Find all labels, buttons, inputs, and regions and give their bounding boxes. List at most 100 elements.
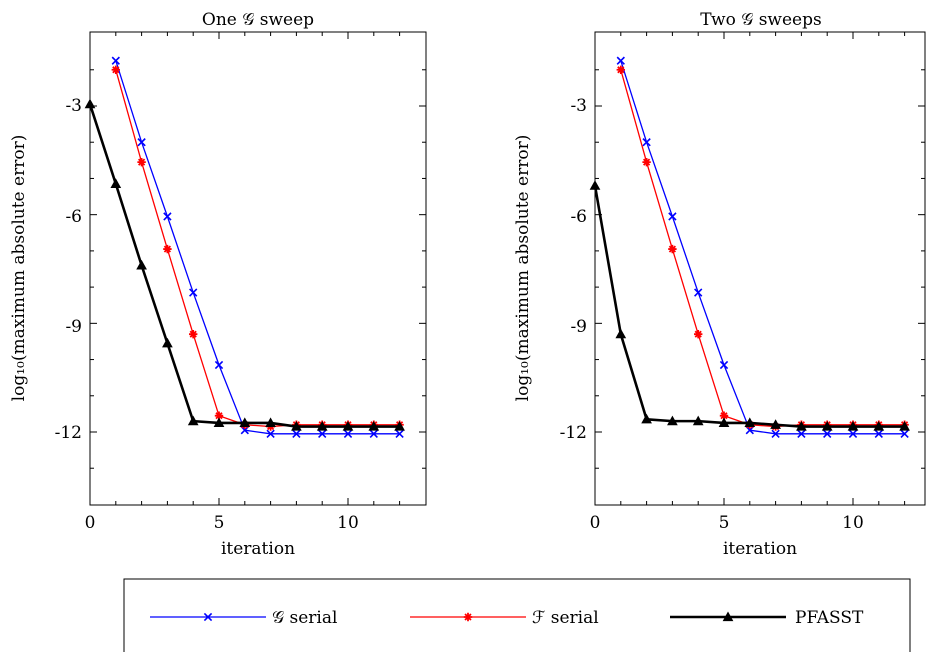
series-point-marker <box>342 421 354 431</box>
ytick-label: -9 <box>65 317 82 337</box>
series-point-marker <box>463 612 473 622</box>
series-point-marker <box>162 337 173 348</box>
panel-left-frame <box>89 31 427 506</box>
series-point-marker <box>694 288 703 297</box>
ytick-label: -6 <box>570 207 587 227</box>
legend-marker <box>463 612 473 622</box>
series-point-marker <box>84 98 96 109</box>
series-line <box>88 103 400 428</box>
series-point-marker <box>203 612 213 622</box>
series-point-marker <box>137 138 146 147</box>
ytick-label: -3 <box>570 96 587 116</box>
xtick-label: 10 <box>842 513 864 533</box>
series-pfasst <box>589 180 910 431</box>
panel-left-plot <box>84 56 405 438</box>
series-point-marker <box>667 415 678 426</box>
series-point-marker <box>796 421 807 431</box>
series-point-marker <box>797 429 806 438</box>
series-point-marker <box>111 56 120 65</box>
series-point-marker <box>874 429 883 438</box>
series-point-marker <box>369 429 378 438</box>
series-point-marker <box>722 611 734 622</box>
panel-right-plot <box>589 56 910 438</box>
panel-right-xticklabels: 0 5 10 <box>590 513 864 533</box>
legend-label: ℱ serial <box>532 608 599 628</box>
series-point-marker <box>642 157 651 167</box>
series-point-marker <box>823 429 832 438</box>
panel-right-ticks <box>594 32 925 505</box>
legend-frame <box>123 578 911 652</box>
series-line <box>620 69 905 428</box>
x-axis-label: iteration <box>723 539 797 559</box>
legend-entry-pfasst: PFASST <box>670 608 864 628</box>
series-point-marker <box>318 429 327 438</box>
series-point-marker <box>394 421 405 431</box>
series-line <box>115 69 400 428</box>
series-point-marker <box>668 212 677 221</box>
series-point-marker <box>616 56 625 65</box>
ytick-label: -12 <box>560 423 587 443</box>
series-point-marker <box>899 421 910 431</box>
series-serial <box>616 56 909 438</box>
series-point-marker <box>900 429 909 438</box>
ytick-label: -6 <box>65 207 82 227</box>
series-point-marker <box>718 417 730 428</box>
panel-right-title: Two 𝒢 sweeps <box>700 10 821 30</box>
series-serial <box>111 65 404 431</box>
series-point-marker <box>719 411 729 420</box>
panel-left-title: One 𝒢 sweep <box>202 10 314 30</box>
series-point-marker <box>641 413 652 424</box>
series-point-marker <box>821 421 833 431</box>
series-point-marker <box>163 212 172 221</box>
series-point-marker <box>110 178 122 188</box>
panel-left-xticklabels: 0 5 10 <box>85 513 359 533</box>
ytick-label: -3 <box>65 96 82 116</box>
series-point-marker <box>771 429 780 438</box>
panel-left-ticks <box>89 32 426 505</box>
legend-label: PFASST <box>795 608 864 628</box>
panel-left-yticklabels: -3 -6 -9 -12 <box>55 96 82 443</box>
series-point-marker <box>343 429 353 438</box>
series-point-marker <box>589 180 601 190</box>
legend-entry-g-serial: 𝒢 serial <box>150 608 337 628</box>
series-point-marker <box>316 421 328 431</box>
series-point-marker <box>189 330 198 339</box>
panel-right-yticklabels: -3 -6 -9 -12 <box>560 96 587 443</box>
series-point-marker <box>668 244 677 254</box>
series-point-marker <box>395 429 404 438</box>
series-serial <box>616 65 909 431</box>
series-line <box>115 60 400 435</box>
y-axis-label: log₁₀(maximum absolute error) <box>9 135 29 402</box>
series-point-marker <box>163 244 172 254</box>
series-point-marker <box>694 330 703 339</box>
series-point-marker <box>642 138 651 147</box>
series-point-marker <box>265 417 276 428</box>
legend-marker <box>203 612 213 622</box>
panel-right-frame <box>594 31 926 506</box>
xtick-label: 10 <box>337 513 359 533</box>
series-point-marker <box>847 421 859 431</box>
y-axis-label: log₁₀(maximum absolute error) <box>513 135 533 402</box>
xtick-label: 5 <box>719 513 730 533</box>
series-point-marker <box>137 157 146 167</box>
panel-right: Two 𝒢 sweeps 0 5 10 -3 -6 -9 -12 iterati… <box>513 10 926 559</box>
legend-entry-f-serial: ℱ serial <box>410 608 599 628</box>
series-point-marker <box>292 429 301 438</box>
series-point-marker <box>239 417 251 428</box>
ytick-label: -9 <box>570 317 587 337</box>
legend-label: 𝒢 serial <box>272 608 337 628</box>
series-point-marker <box>368 421 380 431</box>
series-point-marker <box>187 415 199 426</box>
series-point-marker <box>848 429 858 438</box>
series-point-marker <box>291 421 302 431</box>
series-point-marker <box>770 419 781 429</box>
xtick-label: 0 <box>590 513 601 533</box>
legend: 𝒢 serial ℱ serial PFASST <box>123 578 911 652</box>
series-point-marker <box>214 360 224 370</box>
series-point-marker <box>692 415 704 426</box>
series-point-marker <box>111 65 120 74</box>
series-point-marker <box>719 360 729 370</box>
xtick-label: 5 <box>214 513 225 533</box>
panel-left: One 𝒢 sweep 0 5 10 -3 -6 -9 -12 iteratio… <box>9 10 427 559</box>
